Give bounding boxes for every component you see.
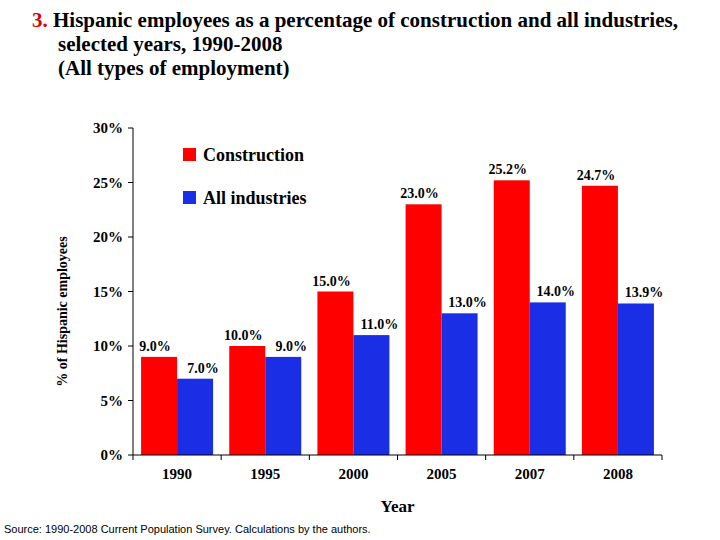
chart-root: 3. Hispanic employees as a percentage of… [0, 0, 720, 540]
x-tick-mark [133, 455, 134, 460]
x-tick-mark [309, 455, 310, 460]
bars [141, 180, 654, 455]
legend-swatch [183, 148, 196, 161]
source-note: Source: 1990-2008 Current Population Sur… [4, 523, 371, 535]
y-tick-label: 10% [93, 338, 123, 354]
y-tick-label: 5% [101, 393, 124, 409]
x-tick-mark [573, 455, 574, 460]
y-tick [128, 128, 133, 129]
legend-swatch [183, 191, 196, 204]
title: 3. Hispanic employees as a percentage of… [32, 8, 678, 56]
bar [177, 379, 213, 455]
y-tick-label: 20% [93, 229, 123, 245]
x-tick-label: 1990 [162, 466, 192, 482]
y-tick-label: 25% [93, 175, 123, 191]
data-label: 14.0% [537, 284, 576, 299]
legend: Construction All industries [183, 145, 307, 208]
y-tick [128, 182, 133, 183]
bar [494, 180, 530, 455]
chart-svg: 9.0% 10.0% 15.0% 23.0% 25.2% 24.7% 7.0% 9.0% 11.… [0, 0, 720, 540]
y-tick [128, 400, 133, 401]
bar [265, 357, 301, 455]
y-tick [128, 346, 133, 347]
data-label: 7.0% [187, 361, 219, 376]
data-label: 11.0% [361, 317, 399, 332]
bar [229, 346, 265, 455]
data-label: 9.0% [276, 339, 308, 354]
y-tick-label: 0% [101, 447, 124, 463]
data-label: 13.0% [448, 295, 487, 310]
x-tick-label: 1995 [250, 466, 280, 482]
bar [353, 335, 389, 455]
x-tick-label: 2005 [427, 466, 457, 482]
subtitle: (All types of employment) [58, 56, 290, 80]
data-labels: 9.0% 10.0% 15.0% 23.0% 25.2% 24.7% 7.0% 9.0% 11.… [139, 162, 663, 375]
x-tick-mark [485, 455, 486, 460]
bar [442, 313, 478, 455]
x-tick-mark [221, 455, 222, 460]
x-tick-label: 2007 [515, 466, 546, 482]
data-label: 24.7% [577, 168, 616, 183]
y-tick-label: 30% [93, 120, 123, 136]
x-axis-title: Year [381, 497, 415, 516]
x-tick-mark [397, 455, 398, 460]
data-label: 15.0% [312, 274, 351, 289]
bar [317, 292, 353, 456]
x-tick-mark [662, 455, 663, 460]
y-tick-label: 15% [93, 284, 123, 300]
data-label: 9.0% [139, 339, 171, 354]
bar [406, 204, 442, 455]
data-label: 23.0% [400, 186, 439, 201]
x-tick-label: 2008 [603, 466, 633, 482]
data-label: 10.0% [224, 328, 263, 343]
x-tick-label: 2000 [338, 466, 368, 482]
y-tick [128, 291, 133, 292]
bar [141, 357, 177, 455]
legend-label: Construction [203, 145, 304, 165]
y-tick [128, 237, 133, 238]
legend-label: All industries [203, 188, 307, 208]
title-block: 3. Hispanic employees as a percentage of… [32, 8, 718, 80]
bar [530, 302, 566, 455]
data-label: 25.2% [489, 162, 528, 177]
data-label: 13.9% [625, 285, 664, 300]
y-axis-title: % of Hispanic employees [55, 236, 70, 387]
y-tick [128, 455, 133, 456]
bar [618, 303, 654, 455]
bar [582, 186, 618, 455]
